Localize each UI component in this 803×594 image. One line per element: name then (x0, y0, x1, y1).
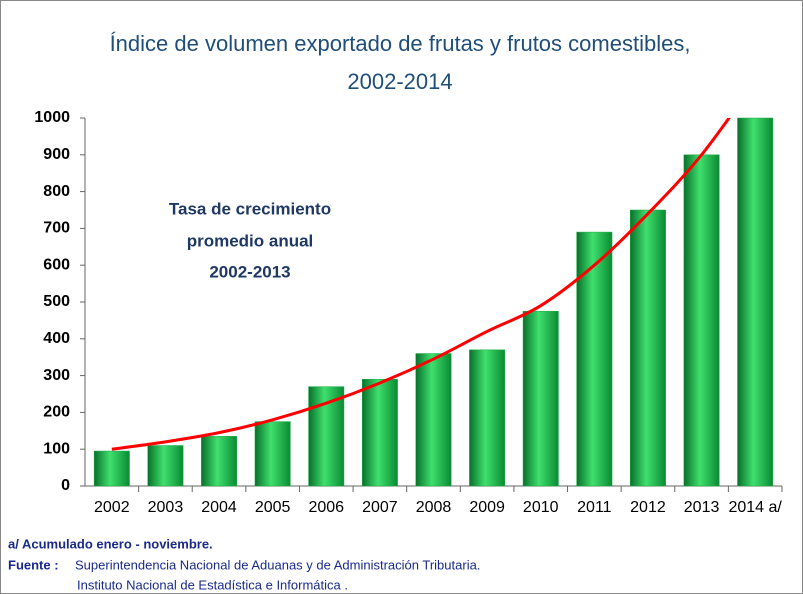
bar (683, 154, 720, 487)
bar (630, 209, 666, 487)
y-tick-label: 400 (43, 330, 70, 347)
trend-line (111, 118, 731, 451)
y-tick-label: 200 (43, 404, 70, 421)
x-tick-label: 2003 (148, 499, 184, 516)
bar (254, 421, 291, 487)
x-tick-label: 2008 (416, 499, 452, 516)
x-tick-label: 2007 (362, 499, 398, 516)
x-tick-label: 2012 (630, 499, 666, 516)
source-label: Fuente : (8, 557, 59, 572)
source: Superintendencia Nacional de Aduanas y d… (75, 557, 480, 572)
bar (201, 436, 237, 487)
x-tick-label: 2004 (201, 499, 237, 516)
bar (93, 450, 130, 487)
bar (522, 310, 559, 487)
annotation: promedio anual (187, 231, 314, 250)
bar (469, 349, 506, 487)
bar (147, 445, 184, 487)
y-tick-label: 1000 (34, 109, 70, 126)
x-tick-label: 2005 (255, 499, 291, 516)
annotation: Tasa de crecimiento (169, 199, 331, 218)
y-tick-label: 100 (43, 440, 70, 457)
chart-title: 2002-2014 (347, 69, 452, 94)
x-tick-label: 2006 (308, 499, 344, 516)
y-tick-label: 500 (43, 293, 70, 310)
bar (576, 231, 613, 487)
bar (737, 117, 774, 487)
annotation: 2002-2013 (209, 262, 290, 281)
bar (361, 379, 398, 487)
y-tick-label: 0 (61, 477, 70, 494)
y-tick-label: 300 (43, 367, 70, 384)
bar (308, 386, 345, 487)
y-tick-label: 900 (43, 146, 70, 163)
y-tick-label: 600 (43, 256, 70, 273)
x-tick-label: 2011 (577, 499, 612, 516)
bar (415, 353, 452, 487)
chart-title: Índice de volumen exportado de frutas y … (110, 31, 691, 56)
x-tick-label: 2010 (523, 499, 559, 516)
footnote: a/ Acumulado enero - noviembre. (8, 536, 213, 551)
x-tick-label: 2014 a/ (728, 499, 782, 516)
x-tick-label: 2013 (684, 499, 720, 516)
source: Instituto Nacional de Estadística e Info… (77, 577, 348, 592)
y-tick-label: 800 (43, 183, 70, 200)
x-tick-label: 2009 (469, 499, 505, 516)
x-tick-label: 2002 (94, 499, 130, 516)
y-tick-label: 700 (43, 220, 70, 237)
